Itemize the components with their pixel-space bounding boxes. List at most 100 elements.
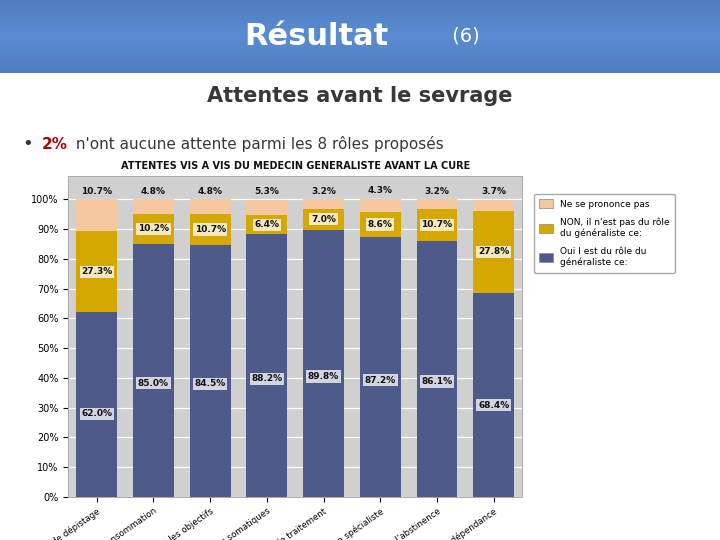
Bar (0, 37, 720, 38)
Bar (0, 23, 720, 24)
Bar (76, 312, 117, 497)
Bar (133, 244, 174, 497)
Bar (0, 59, 720, 60)
Bar (0, 44, 720, 45)
Bar (246, 200, 287, 215)
Text: 87.2%: 87.2% (364, 375, 396, 384)
Text: 27.3%: 27.3% (81, 267, 112, 276)
Text: (6): (6) (446, 27, 480, 46)
Bar (190, 245, 230, 497)
Bar (417, 209, 457, 241)
Bar (0, 55, 720, 56)
Bar (0, 68, 720, 69)
Bar (0, 72, 720, 73)
Text: 3.2%: 3.2% (425, 187, 449, 195)
Text: 10.7%: 10.7% (194, 225, 225, 234)
Bar (0, 61, 720, 62)
Bar (0, 2, 720, 3)
Bar (0, 0, 720, 1)
Bar (417, 241, 457, 497)
Text: •: • (22, 136, 32, 153)
Bar (417, 199, 457, 209)
Bar (0, 35, 720, 36)
Bar (0, 50, 720, 51)
Bar (0, 14, 720, 15)
Bar (0, 58, 720, 59)
Bar (0, 57, 720, 58)
Text: 5.3%: 5.3% (254, 187, 279, 196)
Text: 10.2%: 10.2% (138, 224, 169, 233)
Bar (0, 7, 720, 8)
Bar (0, 36, 720, 37)
Text: Attentes avant le sevrage: Attentes avant le sevrage (207, 86, 513, 106)
Bar (0, 60, 720, 61)
Bar (0, 1, 720, 2)
Bar (0, 16, 720, 17)
Bar (0, 30, 720, 31)
Bar (0, 53, 720, 54)
Text: 7.0%: 7.0% (311, 215, 336, 224)
Bar (473, 211, 514, 293)
Bar (0, 25, 720, 26)
Bar (0, 9, 720, 10)
Bar (0, 54, 720, 55)
Bar (0, 42, 720, 43)
Bar (0, 12, 720, 13)
Bar (133, 214, 174, 244)
Bar (0, 31, 720, 32)
Bar (0, 70, 720, 71)
Bar (0, 56, 720, 57)
Bar (0, 41, 720, 42)
Bar (0, 46, 720, 48)
Bar (0, 32, 720, 33)
Bar (0, 13, 720, 14)
Bar (246, 215, 287, 234)
Text: n'ont aucune attente parmi les 8 rôles proposés: n'ont aucune attente parmi les 8 rôles p… (71, 137, 444, 152)
Bar (303, 209, 344, 230)
Bar (0, 51, 720, 52)
Bar (0, 45, 720, 46)
Bar (76, 199, 117, 231)
Bar (0, 28, 720, 29)
Text: 62.0%: 62.0% (81, 409, 112, 418)
Bar (0, 24, 720, 25)
Text: 84.5%: 84.5% (194, 379, 226, 388)
Bar (0, 11, 720, 12)
Text: 68.4%: 68.4% (478, 401, 509, 410)
Bar (0, 4, 720, 5)
Bar (473, 200, 514, 211)
Bar (0, 71, 720, 72)
Bar (0, 52, 720, 53)
Bar (303, 230, 344, 497)
Bar (473, 293, 514, 497)
Bar (190, 199, 230, 214)
Bar (0, 6, 720, 7)
Bar (0, 33, 720, 35)
Text: 86.1%: 86.1% (421, 377, 452, 386)
Text: 85.0%: 85.0% (138, 379, 169, 388)
Bar (0, 3, 720, 4)
Bar (0, 15, 720, 16)
Text: 4.8%: 4.8% (198, 187, 222, 195)
Text: 89.8%: 89.8% (308, 372, 339, 381)
Bar (246, 234, 287, 497)
Bar (0, 38, 720, 39)
Text: 3.7%: 3.7% (481, 187, 506, 196)
Bar (360, 212, 400, 238)
Bar (0, 19, 720, 20)
Text: Résultat: Résultat (245, 22, 389, 51)
Bar (0, 17, 720, 18)
Bar (0, 5, 720, 6)
Bar (0, 62, 720, 63)
Text: 10.7%: 10.7% (81, 187, 112, 195)
Bar (190, 214, 230, 245)
Bar (0, 10, 720, 11)
Bar (0, 64, 720, 65)
Bar (303, 199, 344, 209)
Text: 4.8%: 4.8% (141, 187, 166, 195)
Bar (0, 22, 720, 23)
Bar (0, 40, 720, 41)
Bar (0, 8, 720, 9)
Bar (76, 231, 117, 312)
Bar (360, 238, 400, 497)
